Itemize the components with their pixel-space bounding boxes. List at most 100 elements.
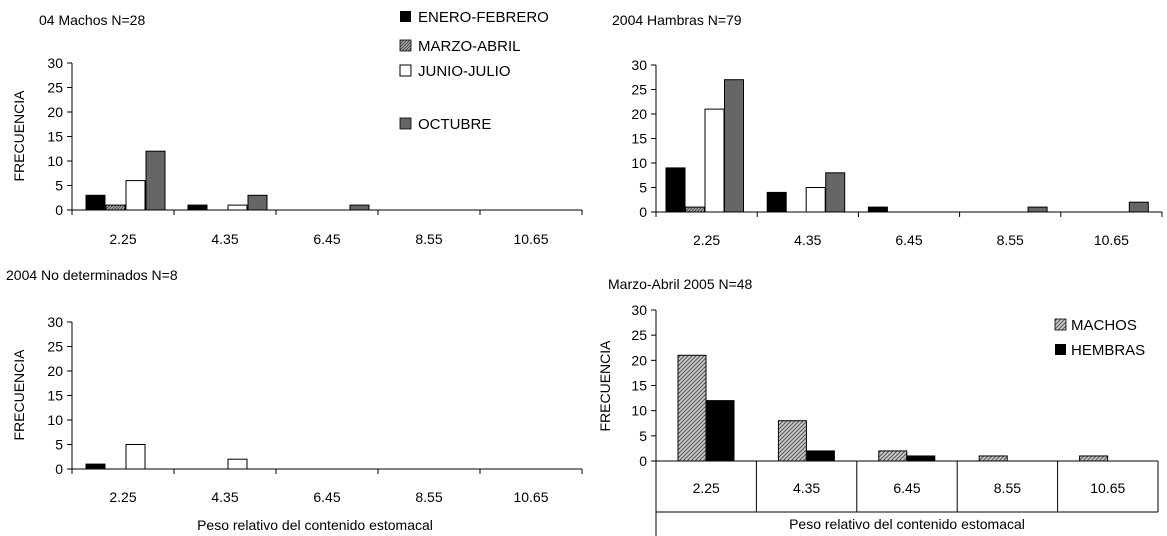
x-tick-label: 6.45 (895, 232, 922, 248)
y-axis-label: FRECUENCIA (597, 340, 613, 432)
y-tick-label: 5 (639, 428, 647, 444)
bar-junio-julio-2-25 (704, 108, 725, 213)
x-tick-label: 8.55 (997, 232, 1024, 248)
x-axis-label: Peso relativo del contenido estomacal (789, 516, 1025, 532)
bar-octubre-10-65 (1128, 201, 1149, 213)
bar-marzo-abril-2-25 (685, 206, 705, 213)
legend-label-octubre: OCTUBRE (418, 116, 491, 133)
bar-machos-2-25 (677, 354, 707, 462)
y-tick-label: 10 (47, 153, 63, 169)
x-tick-label: 2.25 (693, 232, 720, 248)
x-axis-label: Peso relativo del contenido estomacal (197, 517, 433, 533)
x-tick-label: 6.45 (893, 480, 920, 496)
x-tick-label: 4.35 (211, 231, 238, 247)
bar-junio-julio-2-25 (125, 444, 146, 470)
bar-octubre-8-55 (1027, 206, 1048, 213)
x-tick-label: 10.65 (1090, 480, 1125, 496)
y-tick-label: 15 (47, 129, 63, 145)
chart-marzo-abril-2005: Marzo-Abril 2005 N=48 FRECUENCIA 0 5 10 15 2… (597, 276, 1159, 536)
bar-octubre-2-25 (145, 150, 166, 211)
legend-label-hembras: HEMBRAS (1071, 342, 1145, 359)
x-tick-label: 10.65 (1094, 232, 1129, 248)
bar-junio-julio-2-25 (125, 180, 146, 211)
y-tick-label: 15 (631, 378, 647, 394)
x-tick-label: 2.25 (109, 231, 136, 247)
bar-octubre-4-35 (825, 172, 846, 213)
chart-title: 2004 No determinados N=8 (6, 267, 178, 283)
legend-swatch-hembras (1055, 344, 1066, 355)
x-tick-label: 10.65 (513, 231, 548, 247)
bar-machos-6-45 (878, 450, 908, 462)
y-tick-label: 20 (631, 106, 647, 122)
x-tick-label: 2.25 (693, 480, 720, 496)
y-tick-label: 25 (631, 82, 647, 98)
legend-swatch-machos (1054, 318, 1067, 331)
chart-machos-2004: 04 Machos N=28 FRECUENCIA 0 5 10 15 20 25 30 2.… (11, 9, 583, 247)
y-tick-label: 20 (47, 104, 63, 120)
y-tick-label: 10 (47, 412, 63, 428)
y-tick-label: 20 (47, 363, 63, 379)
bar-machos-8-55 (978, 455, 1008, 462)
bar-junio-julio-4-35 (805, 187, 826, 213)
y-tick-label: 0 (639, 204, 647, 220)
bar-machos-10-65 (1079, 455, 1109, 462)
y-tick-label: 5 (639, 180, 647, 196)
x-tick-label: 6.45 (313, 231, 340, 247)
y-tick-label: 5 (55, 178, 63, 194)
legend-swatch-octubre (399, 117, 412, 130)
bar-octubre-2-25 (724, 79, 744, 213)
y-tick-label: 10 (631, 403, 647, 419)
bar-octubre-6-45 (349, 204, 370, 211)
chart-title: Marzo-Abril 2005 N=48 (608, 276, 753, 292)
y-tick-label: 30 (631, 302, 647, 318)
y-tick-label: 30 (631, 57, 647, 73)
x-tick-label: 2.25 (109, 489, 136, 505)
legend-swatch-enero-febrero (400, 11, 411, 22)
bar-marzo-abril-2-25 (105, 204, 126, 211)
chart-hembras-2004: 2004 Hambras N=79 0 5 10 15 20 25 30 2.25 4.35 6.… (612, 12, 1163, 248)
y-tick-label: 5 (55, 437, 63, 453)
bar-enero-febrero-2-25 (85, 194, 106, 211)
bar-junio-julio-4-35 (227, 458, 248, 470)
plot-area: 0 5 10 15 20 25 30 2.25 4.35 6.45 8.55 10.65 (631, 57, 1163, 248)
plot-area: 0 5 10 15 20 25 30 2.25 4.35 6.45 8.55 10.65 (47, 314, 583, 505)
y-tick-label: 20 (631, 352, 647, 368)
y-tick-label: 25 (631, 327, 647, 343)
bar-enero-febrero-4-35 (187, 204, 208, 211)
x-tick-label: 4.35 (794, 232, 821, 248)
bar-hembras-6-45 (906, 455, 936, 462)
x-tick-label: 10.65 (513, 489, 548, 505)
bar-junio-julio-4-35 (227, 204, 248, 211)
legend-swatch-junio-julio (399, 64, 412, 77)
plot-area: 0 5 10 15 20 25 30 2.25 4.35 6.45 8.55 10.65 (47, 55, 583, 247)
y-tick-label: 15 (47, 388, 63, 404)
y-tick-label: 0 (55, 202, 63, 218)
y-tick-label: 10 (631, 155, 647, 171)
legend-label-junio-julio: JUNIO-JULIO (418, 63, 511, 80)
x-tick-label: 8.55 (415, 231, 442, 247)
bar-enero-febrero-6-45 (867, 206, 888, 213)
bar-hembras-4-35 (805, 450, 835, 462)
x-tick-label: 8.55 (415, 489, 442, 505)
x-tick-label: 4.35 (211, 489, 238, 505)
bar-enero-febrero-2-25 (85, 463, 106, 470)
bar-octubre-4-35 (247, 194, 268, 211)
y-tick-label: 30 (47, 55, 63, 71)
bar-machos-4-35 (777, 420, 807, 462)
legend-label-marzo-abril: MARZO-ABRIL (418, 38, 521, 55)
chart-title: 2004 Hambras N=79 (612, 12, 742, 28)
bar-enero-febrero-2-25 (665, 167, 686, 213)
legend-swatch-marzo-abril (399, 39, 412, 52)
y-axis-label: FRECUENCIA (11, 90, 27, 182)
y-axis-label: FRECUENCIA (11, 349, 27, 441)
y-tick-label: 0 (55, 461, 63, 477)
x-tick-label: 8.55 (994, 480, 1021, 496)
legend-sexes: MACHOS HEMBRAS (1054, 317, 1145, 359)
y-tick-label: 25 (47, 339, 63, 355)
chart-no-determinados-2004: 2004 No determinados N=8 FRECUENCIA 0 5 10… (6, 267, 583, 533)
y-tick-label: 15 (631, 131, 647, 147)
y-tick-label: 25 (47, 80, 63, 96)
y-tick-label: 30 (47, 314, 63, 330)
legend-label-machos: MACHOS (1071, 317, 1137, 334)
